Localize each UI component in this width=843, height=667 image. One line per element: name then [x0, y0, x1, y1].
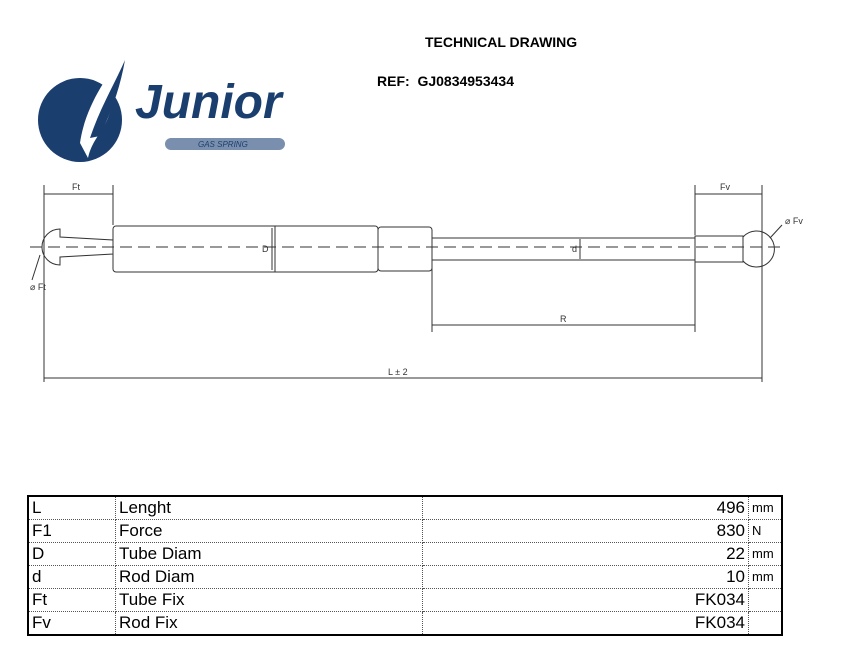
table-row: d Rod Diam 10 mm [28, 565, 782, 589]
table-row: F1 Force 830 N [28, 519, 782, 543]
spec-code: Ft [28, 588, 116, 612]
spec-value: 22 [422, 542, 749, 566]
stroke-label: R [560, 314, 567, 324]
phi-ft-label: ⌀ Ft [30, 282, 46, 292]
rod-diameter-label: d [572, 244, 577, 254]
ref-value: GJ0834953434 [417, 73, 514, 89]
length-label: L ± 2 [388, 367, 408, 377]
spec-table: L Lenght 496 mm F1 Force 830 N D Tube Diam 22 mm d Ro… [27, 495, 783, 636]
spec-unit: N [748, 519, 782, 543]
spec-name: Rod Diam [115, 565, 423, 589]
rod [431, 237, 696, 261]
tube-collar [377, 226, 433, 272]
spec-value: 830 [422, 519, 749, 543]
spec-unit [748, 611, 782, 636]
spec-code: Fv [28, 611, 116, 636]
spec-name: Tube Fix [115, 588, 423, 612]
ft-label: Ft [72, 182, 80, 192]
spec-name: Force [115, 519, 423, 543]
page-title: TECHNICAL DRAWING [425, 34, 578, 50]
gas-spring-drawing: Ft Fv ⌀ Ft ⌀ Fv D d R L ± 2 [30, 182, 803, 382]
spec-unit: mm [748, 542, 782, 566]
spec-name: Lenght [115, 496, 423, 520]
spec-value: FK034 [422, 588, 749, 612]
reference: REF: GJ0834953434 [377, 73, 514, 89]
spec-code: F1 [28, 519, 116, 543]
fv-label: Fv [720, 182, 730, 192]
spec-value: 10 [422, 565, 749, 589]
rod-end-fitting [694, 235, 744, 263]
tube-eye-fitting [41, 228, 114, 266]
spec-unit: mm [748, 565, 782, 589]
spec-code: D [28, 542, 116, 566]
logo-tagline: GAS SPRING [198, 140, 248, 149]
table-row: L Lenght 496 mm [28, 496, 782, 520]
table-row: Ft Tube Fix FK034 [28, 588, 782, 612]
spec-value: 496 [422, 496, 749, 520]
spec-name: Tube Diam [115, 542, 423, 566]
table-row: Fv Rod Fix FK034 [28, 611, 782, 636]
table-row: D Tube Diam 22 mm [28, 542, 782, 566]
logo-brand: Junior [135, 76, 284, 129]
spec-name: Rod Fix [115, 611, 423, 636]
junior-logo: Junior GAS SPRING [38, 53, 285, 162]
tube-diameter-label: D [262, 244, 269, 254]
spec-value: FK034 [422, 611, 749, 636]
phi-fv-label: ⌀ Fv [785, 216, 803, 226]
spec-code: d [28, 565, 116, 589]
dimension-lines [43, 185, 763, 382]
ref-label: REF: [377, 73, 410, 89]
spec-unit [748, 588, 782, 612]
spec-code: L [28, 496, 116, 520]
spec-unit: mm [748, 496, 782, 520]
tube [112, 225, 379, 273]
rod-ball-end [742, 230, 775, 268]
